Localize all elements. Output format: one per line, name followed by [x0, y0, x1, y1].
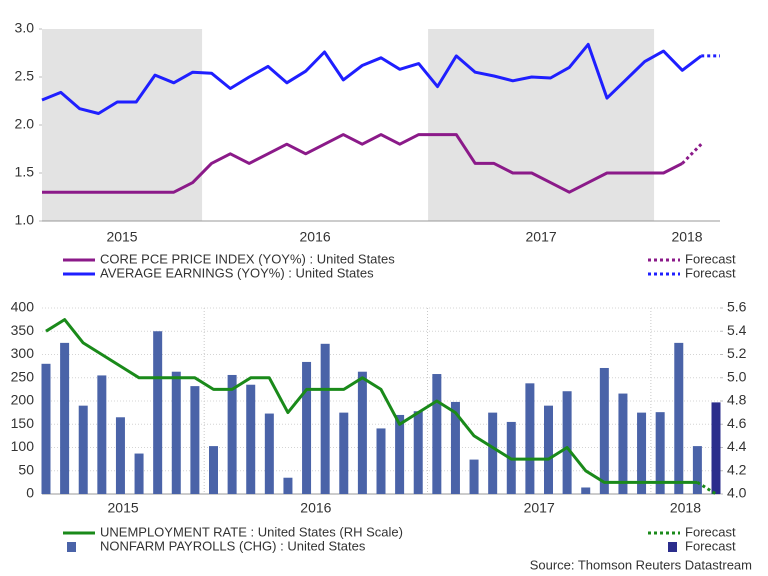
x-group-label: 2017 — [526, 229, 557, 245]
y2-tick-label: 5.0 — [727, 368, 747, 384]
bar — [637, 412, 647, 494]
x-group-label: 2016 — [300, 500, 331, 516]
bar — [60, 342, 70, 494]
bar — [302, 361, 312, 494]
bar — [134, 453, 144, 494]
y-tick-label: 50 — [18, 461, 34, 477]
legend-label: UNEMPLOYMENT RATE : United States (RH Sc… — [100, 524, 403, 539]
legend-label: Forecast — [685, 524, 736, 539]
series-line — [41, 42, 703, 115]
bar — [190, 386, 200, 494]
bar — [469, 459, 479, 494]
y-tick-label: 3.0 — [15, 20, 35, 36]
legend-label: NONFARM PAYROLLS (CHG) : United States — [100, 538, 366, 553]
series-line — [42, 133, 683, 194]
y2-tick-label: 5.6 — [727, 299, 747, 315]
x-group-label: 2016 — [300, 229, 331, 245]
x-group-label: 2015 — [108, 500, 139, 516]
bar — [488, 412, 498, 494]
bar — [544, 405, 553, 494]
x-group-label: 2015 — [106, 229, 137, 245]
y2-tick-label: 5.2 — [727, 345, 747, 361]
legend-label: Forecast — [685, 251, 736, 266]
bar — [339, 412, 349, 494]
source: Source: Thomson Reuters Datastream — [530, 557, 752, 572]
y-tick-label: 2.0 — [15, 116, 35, 132]
legend-label: AVERAGE EARNINGS (YOY%) : United States — [100, 265, 374, 280]
bar — [581, 487, 591, 494]
y2-tick-label: 4.6 — [727, 415, 747, 431]
bar — [41, 363, 51, 494]
bar — [227, 374, 237, 494]
series-line — [45, 318, 698, 484]
bar — [376, 428, 386, 494]
legend-label: Forecast — [685, 265, 736, 280]
bar — [246, 384, 256, 494]
bar — [153, 331, 163, 494]
legend-swatch — [67, 542, 76, 552]
y-tick-label: 400 — [11, 299, 35, 315]
bar — [78, 405, 88, 494]
y-tick-label: 100 — [11, 438, 35, 454]
bar — [115, 417, 125, 494]
legend-swatch — [668, 542, 677, 552]
series-line — [696, 481, 717, 496]
bar — [97, 375, 107, 494]
bar — [171, 371, 181, 494]
bar — [357, 371, 367, 494]
y-tick-label: 2.5 — [15, 68, 35, 84]
bar — [674, 342, 684, 494]
bar — [525, 383, 535, 494]
bar — [599, 367, 609, 494]
x-group-label: 2018 — [671, 229, 702, 245]
y2-tick-label: 5.4 — [727, 322, 747, 338]
y-tick-label: 1.0 — [15, 212, 35, 228]
y-tick-label: 1.5 — [15, 164, 35, 180]
bar — [209, 446, 218, 494]
y2-tick-label: 4.8 — [727, 392, 747, 408]
series-line — [681, 143, 703, 165]
bar — [450, 401, 460, 494]
y2-tick-label: 4.2 — [727, 461, 747, 477]
year-band — [428, 29, 655, 221]
bar — [711, 402, 721, 494]
bar — [320, 343, 330, 494]
bar — [413, 411, 423, 494]
legend-label: Forecast — [685, 538, 736, 553]
y-tick-label: 250 — [11, 368, 35, 384]
bar — [618, 393, 628, 494]
bar — [264, 413, 274, 494]
y-tick-label: 0 — [26, 485, 34, 501]
legend-label: CORE PCE PRICE INDEX (YOY%) : United Sta… — [100, 251, 395, 266]
y-tick-label: 150 — [11, 415, 35, 431]
bar — [655, 412, 665, 494]
year-band — [42, 29, 203, 221]
y2-tick-label: 4.4 — [727, 438, 747, 454]
y-tick-label: 350 — [11, 322, 35, 338]
bar — [432, 374, 442, 494]
x-group-label: 2017 — [524, 500, 555, 516]
y-tick-label: 300 — [11, 345, 35, 361]
bar — [562, 391, 572, 494]
x-group-label: 2018 — [670, 500, 701, 516]
bar — [692, 446, 702, 494]
bar — [395, 414, 405, 494]
bar — [283, 477, 293, 494]
y2-tick-label: 4.0 — [727, 485, 747, 501]
y-tick-label: 200 — [11, 392, 35, 408]
